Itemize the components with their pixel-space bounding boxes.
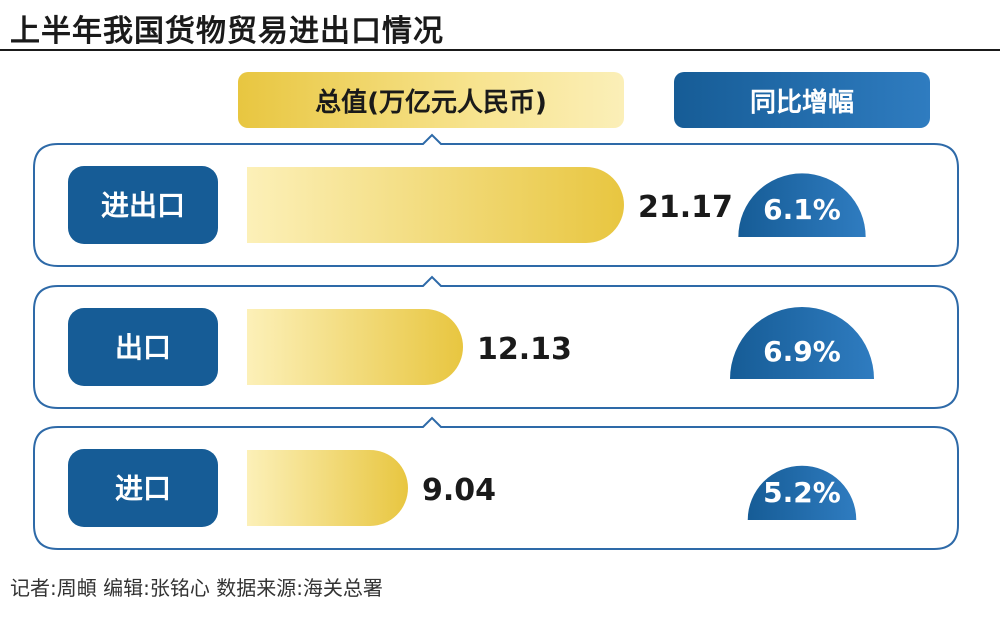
value-label: 9.04 xyxy=(422,473,496,508)
growth-label: 6.1% xyxy=(763,193,841,226)
value-label: 12.13 xyxy=(477,332,572,367)
category-label: 进口 xyxy=(115,472,171,505)
value-label: 21.17 xyxy=(638,190,733,225)
value-bar xyxy=(247,450,408,526)
footer-credits: 记者:周頔 编辑:张铭心 数据来源:海关总署 xyxy=(10,576,383,600)
category-pill xyxy=(68,166,218,244)
page-title: 上半年我国货物贸易进出口情况 xyxy=(10,14,444,49)
yoy-growth-header: 同比增幅 xyxy=(674,72,930,128)
growth-label: 5.2% xyxy=(763,476,841,509)
value-bar xyxy=(247,167,624,243)
growth-label: 6.9% xyxy=(763,335,841,368)
growth-dome xyxy=(747,465,857,520)
total-value-header: 总值(万亿元人民币) xyxy=(238,72,624,128)
title-divider xyxy=(0,49,1000,51)
category-label: 进出口 xyxy=(101,189,185,222)
category-pill xyxy=(68,308,218,386)
value-bar xyxy=(247,309,464,386)
growth-dome xyxy=(730,307,874,379)
growth-dome xyxy=(738,173,866,237)
category-pill xyxy=(68,449,218,527)
category-label: 出口 xyxy=(115,331,171,364)
